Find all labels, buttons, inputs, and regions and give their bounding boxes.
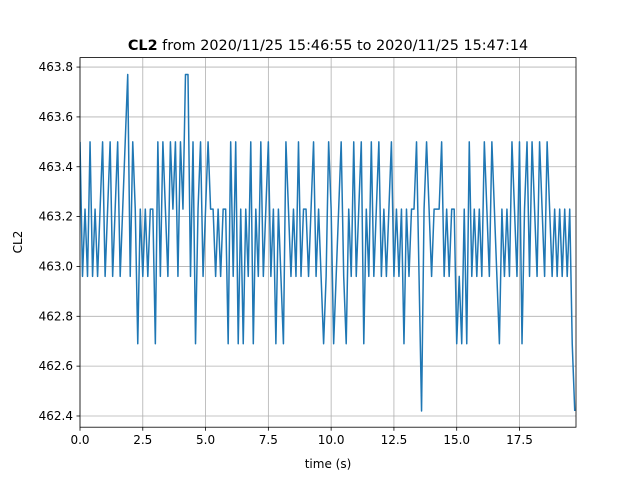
y-tick-label: 463.4 [39,160,73,174]
data-line [80,73,576,412]
x-tick-label: 15.0 [443,433,470,447]
plot-frame [79,57,577,428]
chart-title: CL2 from 2020/11/25 15:46:55 to 2020/11/… [128,38,528,54]
y-tick-label: 463.2 [39,210,73,224]
x-tick-label: 10.0 [318,433,345,447]
y-tick-label: 463.0 [39,259,73,273]
title-name: CL2 [128,38,158,54]
y-tick-label: 462.4 [39,409,73,423]
y-tick-label: 463.6 [39,110,73,124]
title-text: from 2020/11/25 15:46:55 to 2020/11/25 1… [162,38,528,54]
y-axis-label: CL2 [11,231,25,254]
y-tick-label: 462.6 [39,359,73,373]
y-tick-label: 463.8 [39,60,73,74]
x-tick-label: 2.5 [133,433,152,447]
y-tick-label: 462.8 [39,309,73,323]
x-tick-label: 5.0 [196,433,215,447]
x-tick-label: 0.0 [70,433,89,447]
x-tick-label: 17.5 [506,433,533,447]
x-tick-label: 7.5 [259,433,278,447]
x-tick-label: 12.5 [381,433,408,447]
x-axis-label: time (s) [305,457,352,471]
